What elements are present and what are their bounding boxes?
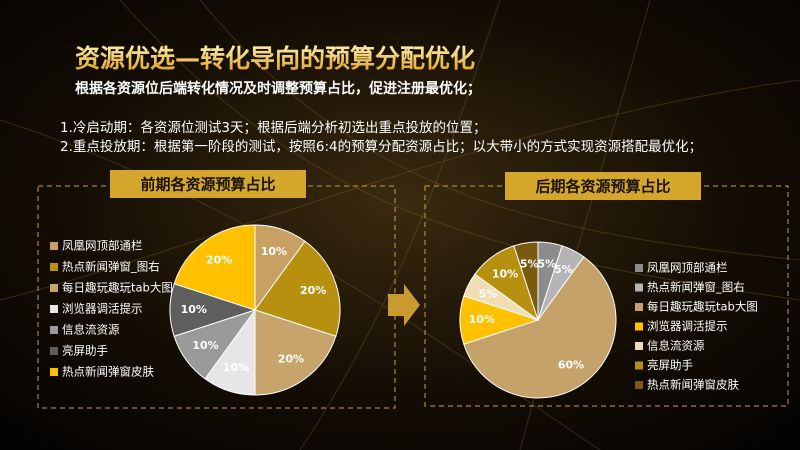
legend-swatch [635, 361, 643, 370]
chart-title: 后期各资源预算占比 [535, 178, 670, 196]
subtitle: 根据各资源位后端转化情况及时调整预算占比，促进注册最优化； [75, 80, 481, 97]
legend-label: 热点新闻弹窗_图右 [62, 260, 160, 274]
legend-swatch [635, 264, 643, 272]
data-label: 10% [181, 303, 207, 316]
title-badge [110, 170, 306, 198]
legend-label: 热点新闻弹窗皮肤 [62, 365, 154, 379]
legend-label: 凤凰网顶部通栏 [647, 261, 728, 275]
legend-label: 每日趣玩趣玩tab大图 [647, 300, 758, 314]
legend-swatch [50, 347, 58, 355]
legend-label: 浏览器调活提示 [647, 319, 728, 333]
legend-swatch [50, 368, 58, 376]
data-label: 10% [469, 313, 495, 326]
data-label: 5% [554, 263, 573, 276]
legend-swatch [50, 242, 58, 250]
data-label: 10% [492, 268, 518, 281]
arrow [388, 284, 420, 326]
pie-slice [254, 240, 341, 337]
note: 1.冷启动期：各资源位测试3天；根据后端分析初选出重点投放的位置； [60, 119, 486, 136]
data-label: 20% [206, 253, 232, 266]
chart-title: 前期各资源预算占比 [140, 176, 275, 194]
pie-slice [173, 224, 256, 311]
data-label: 20% [278, 353, 304, 366]
legend-label: 亮屏助手 [62, 344, 108, 358]
legend-label: 信息流资源 [647, 339, 705, 353]
legend-label: 亮屏助手 [647, 358, 693, 372]
legend-label: 凤凰网顶部通栏 [62, 239, 143, 253]
legend-swatch [635, 381, 643, 389]
slide-title: 资源优选—转化导向的预算分配优化 [75, 44, 475, 73]
legend-swatch [635, 342, 643, 350]
data-label: 60% [558, 358, 584, 371]
data-label: 5% [537, 258, 556, 271]
legend-swatch [50, 263, 58, 271]
data-label: 20% [300, 284, 326, 297]
legend-label: 信息流资源 [62, 323, 120, 337]
legend-swatch [50, 284, 58, 292]
pie-slice [254, 309, 337, 396]
data-label: 5% [479, 288, 498, 301]
pie-slice [463, 256, 617, 399]
legend-label: 热点新闻弹窗皮肤 [647, 378, 739, 392]
data-label: 5% [520, 258, 539, 271]
legend-label: 热点新闻弹窗_图右 [647, 280, 745, 294]
legend-swatch [635, 322, 643, 331]
legend-swatch [635, 303, 643, 311]
data-label: 10% [192, 339, 218, 352]
legend-swatch [50, 305, 58, 313]
note: 2.重点投放期：根据第一阶段的测试，按照6:4的预算分配资源占比；以大带小的方式… [60, 138, 702, 155]
data-label: 10% [223, 361, 249, 374]
data-label: 10% [261, 245, 287, 258]
title-badge [505, 172, 701, 200]
legend-label: 浏览器调活提示 [62, 302, 143, 316]
pie-slice [513, 241, 539, 321]
legend-swatch [635, 283, 643, 292]
legend-swatch [50, 326, 58, 334]
legend-label: 每日趣玩趣玩tab大图 [62, 281, 173, 295]
